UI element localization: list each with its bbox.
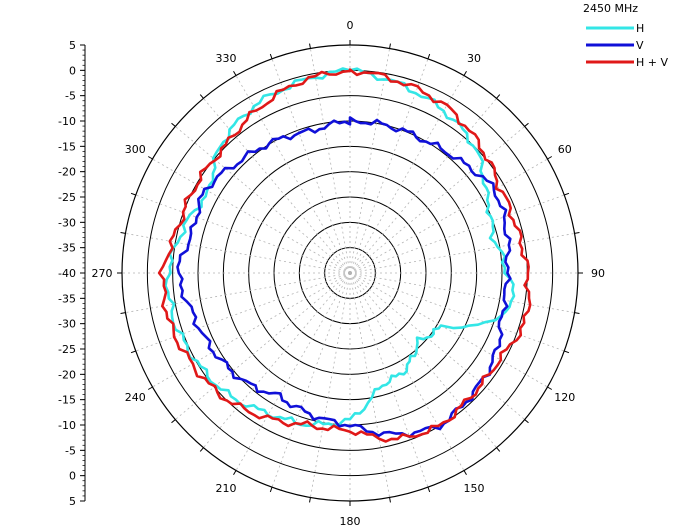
grid-tick (171, 122, 176, 127)
grid-tick (574, 312, 580, 314)
grid-tick (130, 350, 136, 354)
grid-spoke (349, 272, 465, 471)
grid-spoke (203, 272, 351, 448)
grid-tick (233, 470, 237, 476)
legend-label: H + V (636, 56, 668, 69)
scale-tick-label: 5 (69, 495, 76, 508)
grid-tick (120, 312, 126, 314)
scale-tick-label: -35 (58, 242, 76, 255)
grid-tick (199, 94, 204, 99)
scale-tick-label: -40 (58, 267, 76, 280)
grid-spoke (349, 272, 497, 448)
grid-spoke (152, 158, 351, 274)
grid-tick (564, 192, 570, 196)
grid-tick (427, 487, 431, 493)
angle-label: 300 (125, 143, 146, 156)
grid-tick (389, 497, 391, 503)
grid-spoke (135, 194, 351, 274)
angle-label: 30 (467, 52, 481, 65)
legend-label: V (636, 39, 644, 52)
series-line-3 (157, 68, 532, 443)
angle-label: 0 (347, 19, 354, 32)
angle-label: 270 (92, 267, 113, 280)
angle-label: 90 (591, 267, 605, 280)
scale-tick-label: 0 (69, 64, 76, 77)
scale-tick-label: -30 (58, 216, 76, 229)
angle-label: 180 (340, 515, 361, 528)
grid-spoke (310, 272, 351, 498)
legend: HV H + V (586, 22, 668, 69)
grid-tick (463, 470, 467, 476)
grid-tick (199, 447, 204, 452)
scale-tick-label: -25 (58, 191, 76, 204)
grid-spoke (349, 233, 575, 274)
angle-label: 120 (554, 391, 575, 404)
grid-spoke (152, 272, 351, 388)
angle-label: 330 (216, 52, 237, 65)
angle-label: 210 (216, 482, 237, 495)
grid-spoke (349, 272, 575, 313)
grid-spoke (235, 272, 351, 471)
scale-tick-label: -35 (58, 292, 76, 305)
grid-spoke (349, 48, 390, 274)
scale-tick-label: -10 (58, 115, 76, 128)
grid-tick (389, 43, 391, 49)
grid-spoke (349, 272, 548, 388)
grid-tick (130, 192, 136, 196)
scale-tick-label: -30 (58, 318, 76, 331)
grid-tick (496, 447, 501, 452)
scale-tick-label: -10 (58, 419, 76, 432)
scale-tick-label: -15 (58, 140, 76, 153)
grid-tick (427, 53, 431, 59)
grid-tick (564, 350, 570, 354)
grid-spoke (349, 272, 565, 352)
grid-tick (269, 53, 273, 59)
series-line-2 (176, 116, 512, 439)
legend-label: H (636, 22, 644, 35)
grid-spoke (349, 272, 525, 420)
grid-spoke (125, 272, 351, 313)
angle-labels: 0 30 60 90 120 150 180 210 240 270 300 330 (92, 19, 606, 528)
chart-title: 2450 MHz (583, 2, 638, 15)
grid-tick (171, 419, 176, 424)
grid-tick (309, 497, 311, 503)
scale-tick-label: 5 (69, 39, 76, 52)
grid-tick (309, 43, 311, 49)
polar-grid (117, 40, 583, 506)
grid-spoke (310, 48, 351, 274)
scale-tick-label: -20 (58, 166, 76, 179)
grid-spoke (349, 194, 565, 274)
grid-tick (120, 232, 126, 234)
grid-tick (524, 122, 529, 127)
scale-tick-label: -5 (65, 444, 76, 457)
grid-spoke (349, 272, 390, 498)
grid-tick (524, 419, 529, 424)
grid-tick (147, 386, 153, 390)
angle-label: 60 (558, 143, 572, 156)
scale-tick-label: 0 (69, 470, 76, 483)
grid-tick (574, 232, 580, 234)
grid-tick (463, 70, 467, 76)
grid-tick (496, 94, 501, 99)
grid-tick (269, 487, 273, 493)
scale-tick-label: -25 (58, 343, 76, 356)
grid-tick (547, 386, 553, 390)
scale-tick-label: -5 (65, 90, 76, 103)
angle-label: 150 (464, 482, 485, 495)
series-group (157, 67, 532, 443)
grid-tick (547, 156, 553, 160)
grid-spoke (135, 272, 351, 352)
scale-tick-label: -20 (58, 368, 76, 381)
grid-tick (147, 156, 153, 160)
scale-tick-label: -15 (58, 394, 76, 407)
grid-spoke (125, 233, 351, 274)
grid-spoke (349, 158, 548, 274)
series-line-1 (164, 67, 516, 427)
grid-tick (233, 70, 237, 76)
angle-label: 240 (125, 391, 146, 404)
radial-scale: 5 0 -5 -10 -15 -20 -25 -30 -35 -40 -35 -30 -25 -20 -15… (58, 39, 86, 508)
grid-spoke (349, 126, 525, 274)
